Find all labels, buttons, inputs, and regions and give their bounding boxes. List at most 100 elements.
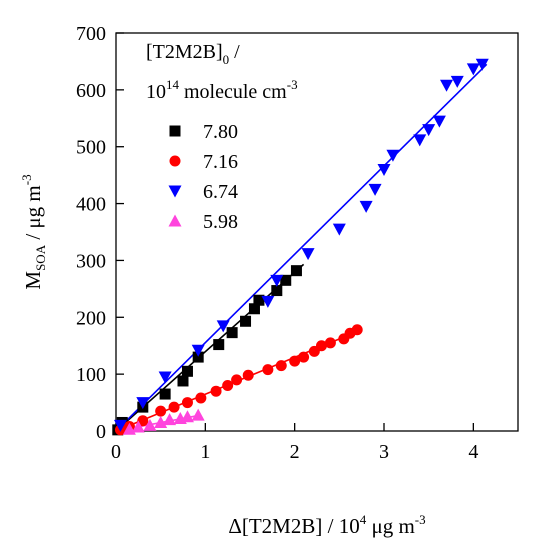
legend-title-line2-sup: 14 [166, 77, 180, 92]
y-tick-label: 100 [76, 364, 106, 386]
y-tick-label: 200 [76, 307, 106, 329]
data-point-6-74 [332, 223, 346, 236]
data-point-6-74 [359, 200, 373, 213]
data-point-6-74 [301, 248, 315, 261]
legend-marker-5-98 [168, 214, 182, 227]
plot-frame [115, 32, 519, 432]
x-axis-title-main: Δ[T2M2B] / 10 [228, 514, 359, 538]
data-point-7-80 [280, 274, 292, 286]
y-tick-label: 500 [76, 137, 106, 159]
legend-title-line2-rest-sup: -3 [287, 77, 298, 92]
legend-marker-7-16 [169, 155, 181, 167]
data-point-7-16 [155, 405, 167, 417]
data-point-7-16 [289, 355, 301, 367]
x-axis-title: Δ[T2M2B] / 104 μg m-3 [228, 512, 425, 538]
data-point-5-98 [143, 418, 157, 431]
legend-title-line2-main: 10 [146, 81, 166, 103]
fit-line-6-74 [115, 63, 488, 432]
data-point-7-80 [192, 351, 204, 363]
x-tick-label: 0 [111, 441, 121, 463]
data-point-7-16 [298, 351, 310, 363]
data-point-7-16 [181, 397, 193, 409]
data-point-7-80 [248, 303, 260, 315]
data-point-6-74 [466, 63, 480, 76]
data-point-7-80 [226, 327, 238, 339]
data-point-6-74 [475, 58, 489, 71]
data-point-5-98 [180, 410, 194, 423]
x-tick-label: 3 [379, 441, 389, 463]
x-axis: 0 1 2 3 4 [111, 423, 478, 463]
y-axis-title-unit: / μg m [21, 185, 45, 245]
data-point-6-74 [261, 295, 275, 308]
data-point-7-16 [324, 337, 336, 349]
legend-label-6-74: 6.74 [203, 181, 238, 203]
legend-label-7-80: 7.80 [203, 121, 238, 143]
legend-title-line1-rest: / [229, 41, 240, 63]
legend-title-line2: 1014 molecule cm-3 [146, 77, 298, 103]
data-point-7-16 [195, 392, 207, 404]
y-tick-label: 400 [76, 194, 106, 216]
data-point-6-74 [191, 344, 205, 357]
data-point-7-80 [213, 339, 225, 351]
fit-lines [115, 63, 488, 432]
data-point-7-80 [290, 265, 302, 277]
x-axis-title-unit-sup: -3 [415, 512, 426, 527]
data-point-6-74 [422, 124, 436, 137]
data-point-7-16 [137, 415, 149, 427]
data-point-7-16 [242, 369, 254, 381]
data-point-6-74 [368, 183, 382, 196]
y-tick-label: 600 [76, 80, 106, 102]
data-point-5-98 [163, 413, 177, 426]
data-point-6-74 [216, 320, 230, 333]
x-axis-title-sup: 4 [360, 512, 367, 527]
data-points [112, 58, 489, 436]
data-point-7-80 [271, 285, 283, 297]
data-point-6-74 [450, 75, 464, 88]
data-point-7-16 [168, 401, 180, 413]
x-axis-title-unit: μg m [366, 514, 415, 538]
legend-label-5-98: 5.98 [203, 211, 238, 233]
legend: [T2M2B]0 / 1014 molecule cm-3 7.80 7.16 6.… [146, 41, 298, 233]
data-point-7-16 [315, 340, 327, 352]
data-point-6-74 [136, 397, 150, 410]
x-tick-label: 4 [468, 441, 478, 463]
data-point-5-98 [131, 420, 145, 433]
legend-title-line2-rest: molecule cm [179, 81, 287, 103]
data-point-7-80 [181, 365, 193, 377]
data-point-6-74 [158, 371, 172, 384]
data-point-7-80 [240, 315, 252, 327]
data-point-7-16 [351, 324, 363, 336]
data-point-6-74 [413, 134, 427, 147]
data-point-6-74 [386, 149, 400, 162]
y-axis: 0 100 200 300 400 500 600 700 [76, 23, 124, 443]
data-point-6-74 [440, 79, 454, 92]
data-point-7-16 [275, 360, 287, 372]
data-point-7-16 [262, 364, 274, 376]
x-tick-label: 2 [290, 441, 300, 463]
legend-title-line1: [T2M2B]0 / [146, 41, 240, 67]
y-axis-title-sub: SOA [33, 244, 48, 271]
y-tick-label: 700 [76, 23, 106, 45]
y-axis-title: MSOA / μg m-3 [19, 174, 48, 289]
data-point-6-74 [113, 419, 127, 432]
y-axis-title-main: M [21, 271, 45, 290]
data-point-7-80 [253, 294, 265, 306]
legend-label-7-16: 7.16 [203, 151, 238, 173]
y-axis-title-unit-sup: -3 [19, 174, 34, 185]
data-point-6-74 [377, 163, 391, 176]
data-point-7-16 [231, 374, 243, 386]
x-tick-label: 1 [200, 441, 210, 463]
legend-marker-6-74 [168, 185, 182, 198]
data-point-6-74 [270, 274, 284, 287]
legend-marker-7-80 [169, 125, 181, 137]
data-point-7-16 [210, 385, 222, 397]
y-tick-label: 0 [96, 421, 106, 443]
data-point-7-16 [222, 380, 234, 392]
legend-items: 7.80 7.16 6.74 5.98 [168, 121, 238, 233]
data-point-7-80 [177, 375, 189, 387]
data-point-6-74 [432, 115, 446, 128]
legend-title-line1-sub: 0 [223, 52, 230, 67]
data-point-5-98 [191, 408, 205, 421]
data-point-7-80 [159, 388, 171, 400]
